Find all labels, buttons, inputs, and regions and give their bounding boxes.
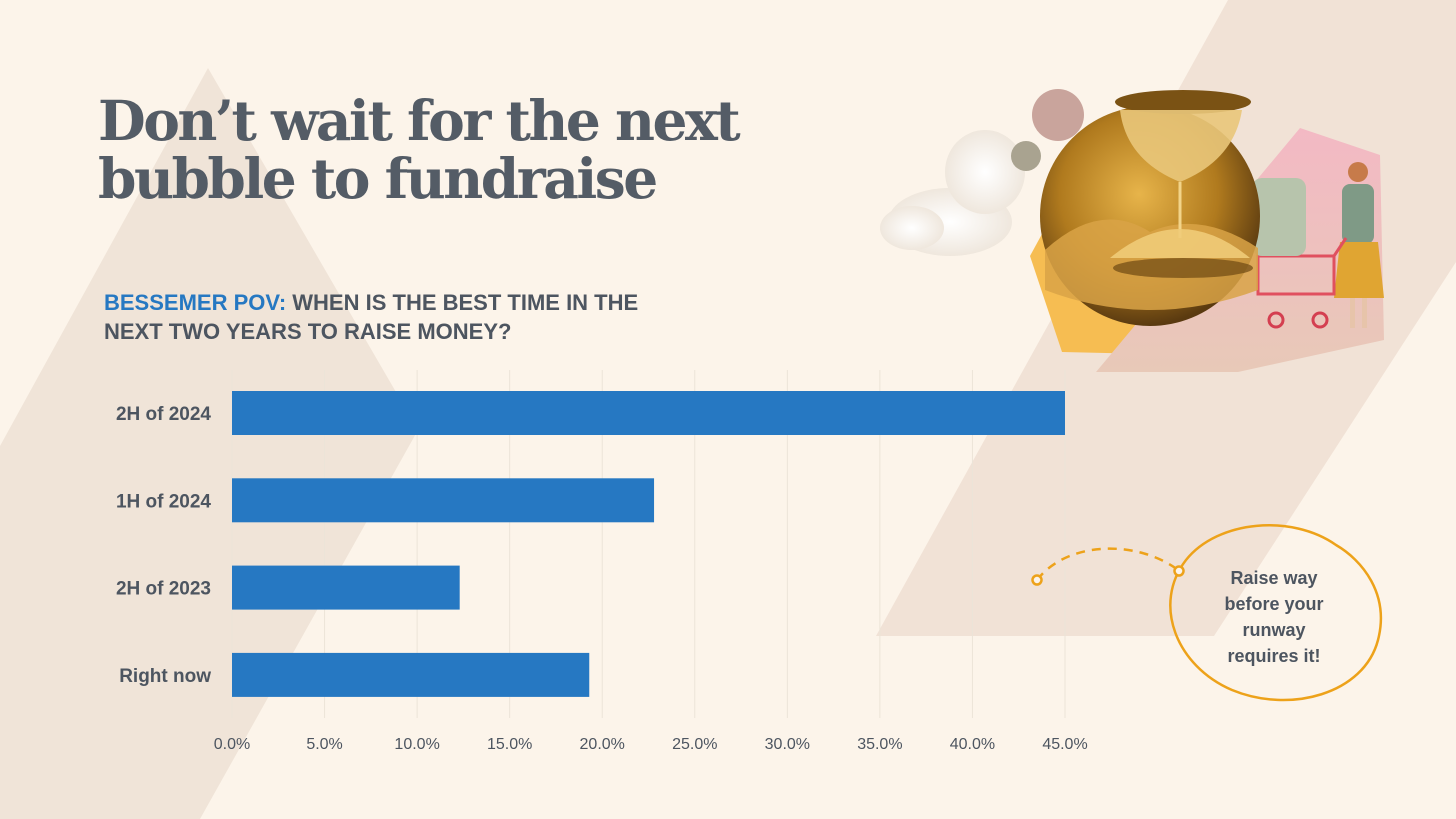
woman-figure-icon (1334, 162, 1384, 328)
callout-line-4: requires it! (1227, 646, 1321, 666)
grey-dot-icon (1011, 141, 1041, 171)
cloud-icon (880, 130, 1025, 256)
pink-dot-icon (1032, 89, 1084, 141)
arrow-start-dot-icon (1031, 574, 1043, 586)
category-label: 2H of 2023 (116, 579, 211, 600)
x-tick-label: 45.0% (1042, 736, 1087, 753)
chart-subtitle: BESSEMER POV: WHEN IS THE BEST TIME IN T… (104, 288, 638, 346)
x-tick-label: 35.0% (857, 736, 902, 753)
x-tick-label: 0.0% (214, 736, 250, 753)
x-tick-label: 40.0% (950, 736, 995, 753)
subtitle-line-1: BESSEMER POV: WHEN IS THE BEST TIME IN T… (104, 288, 638, 317)
callout-text: Raise way before your runway requires it… (1196, 565, 1352, 669)
bar (232, 565, 460, 610)
bar (232, 391, 1065, 435)
hourglass-orb-icon (1040, 90, 1260, 326)
x-tick-label: 25.0% (672, 736, 717, 753)
x-tick-label: 30.0% (765, 736, 810, 753)
dashed-arrow-shape (1036, 547, 1179, 581)
title-line-2: bubble to fundraise (98, 146, 658, 211)
arrow-end-dot-icon (1173, 565, 1185, 577)
left-triangle-shape (0, 68, 418, 819)
subtitle-line-1-text: WHEN IS THE BEST TIME IN THE (292, 290, 639, 315)
bar (232, 478, 655, 523)
title-line-1: Don’t wait for the next (98, 88, 741, 153)
page-title: Don’t wait for the next bubble to fundra… (98, 88, 741, 211)
subtitle-accent: BESSEMER POV: (104, 290, 287, 315)
callout-ring-shape (1169, 524, 1383, 702)
x-tick-label: 5.0% (306, 736, 342, 753)
bar (232, 652, 590, 697)
callout-line-2: before your (1224, 594, 1324, 614)
category-label: 2H of 2024 (116, 404, 211, 425)
shopping-cart-icon (1252, 178, 1348, 329)
x-tick-label: 20.0% (580, 736, 625, 753)
category-label: 1H of 2024 (116, 491, 211, 512)
x-tick-label: 15.0% (487, 736, 532, 753)
callout-line-1: Raise way (1230, 568, 1318, 588)
category-label: Right now (119, 666, 211, 687)
subtitle-line-2: NEXT TWO YEARS TO RAISE MONEY? (104, 319, 512, 344)
x-tick-label: 10.0% (394, 736, 439, 753)
callout-line-3: runway (1242, 620, 1306, 640)
